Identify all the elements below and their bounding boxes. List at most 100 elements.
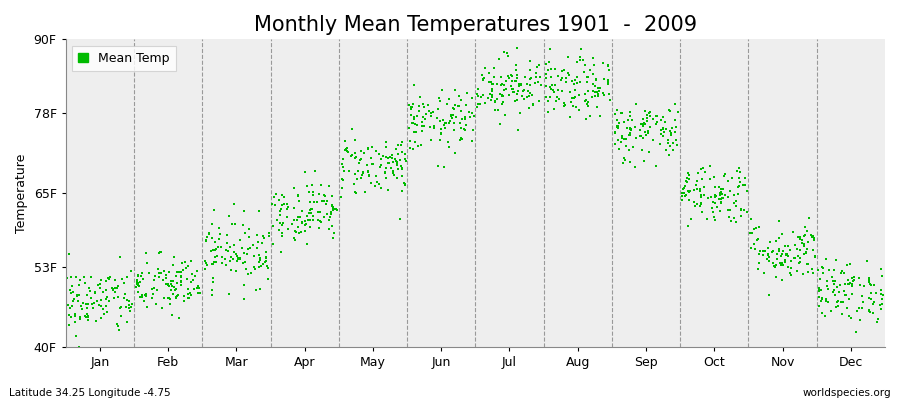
Point [219,247,233,253]
Point [593,112,608,119]
Point [840,262,854,268]
Point [771,235,786,241]
Point [597,60,611,66]
Point [242,226,256,232]
Point [261,265,275,272]
Point [677,184,691,191]
Point [301,217,315,223]
Point [86,300,101,306]
Point [458,102,473,108]
Point [335,161,349,167]
Point [706,174,721,180]
Point [806,233,820,239]
Point [528,74,543,80]
Point [707,192,722,198]
Point [845,281,859,288]
Point [492,121,507,128]
Point [486,64,500,71]
Point [515,93,529,100]
Point [391,175,405,182]
Point [424,112,438,119]
Point [70,292,85,299]
Point [372,151,386,158]
Point [397,180,411,186]
Point [285,220,300,227]
Point [627,164,642,170]
Point [554,76,568,83]
Point [808,253,823,259]
Point [130,277,144,283]
Y-axis label: Temperature: Temperature [15,154,28,233]
Point [720,178,734,184]
Point [552,95,566,102]
Point [522,104,536,111]
Point [372,180,386,187]
Point [623,125,637,132]
Point [501,52,516,59]
Point [230,256,245,263]
Point [714,196,728,203]
Point [581,73,596,80]
Point [145,286,159,292]
Point [238,230,252,237]
Point [446,126,461,133]
Point [148,301,163,308]
Point [778,243,793,250]
Point [744,245,759,252]
Point [96,311,111,317]
Point [748,246,762,252]
Point [708,184,723,190]
Point [294,208,309,214]
Point [602,66,616,73]
Point [205,279,220,285]
Point [663,143,678,149]
Point [267,194,282,200]
Point [812,288,826,294]
Point [804,232,818,238]
Point [641,130,655,136]
Point [611,120,625,126]
Point [662,152,676,158]
Point [312,190,327,197]
Point [873,302,887,309]
Point [313,209,328,216]
Point [807,235,822,241]
Point [208,239,222,246]
Point [410,113,424,120]
Point [698,168,713,175]
Point [361,146,375,152]
Point [486,73,500,80]
Point [281,203,295,210]
Point [496,99,510,106]
Point [591,93,606,99]
Point [476,77,491,83]
Point [67,298,81,304]
Point [306,192,320,199]
Point [258,258,273,264]
Point [412,108,427,114]
Point [345,126,359,132]
Point [237,208,251,214]
Point [353,157,367,163]
Point [704,194,718,200]
Point [483,97,498,104]
Point [761,258,776,264]
Point [454,125,468,131]
Point [123,308,138,314]
Point [72,292,86,298]
Point [236,222,250,228]
Point [732,175,746,182]
Point [236,260,250,266]
Point [819,296,833,302]
Point [416,114,430,121]
Point [559,75,573,82]
Point [454,96,468,103]
Point [589,76,603,83]
Point [543,94,557,100]
Point [291,224,305,230]
Point [381,160,395,166]
Point [573,79,588,86]
Point [62,322,77,328]
Point [871,316,886,322]
Point [845,275,859,281]
